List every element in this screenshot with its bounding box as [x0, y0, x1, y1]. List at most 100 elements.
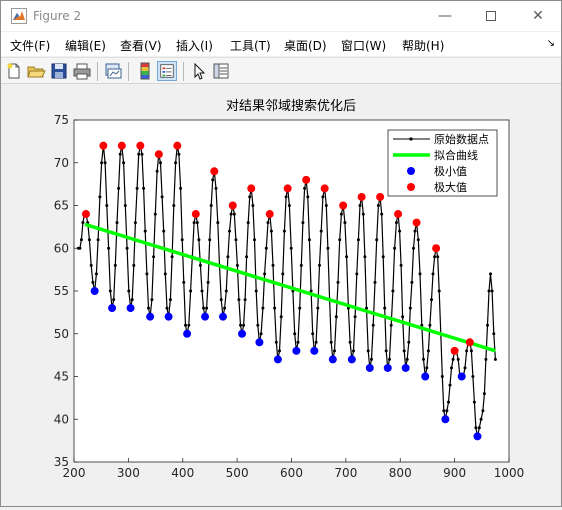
- print-icon[interactable]: [72, 61, 92, 81]
- raw-data-point: [316, 306, 320, 310]
- raw-data-point: [200, 289, 204, 293]
- menu-edit[interactable]: 编辑(E): [65, 39, 106, 53]
- menu-help[interactable]: 帮助(H): [402, 39, 445, 53]
- raw-data-point: [487, 289, 491, 293]
- raw-data-point: [179, 186, 183, 190]
- raw-data-point: [311, 332, 315, 336]
- menu-insert[interactable]: 插入(I): [176, 39, 213, 53]
- menu-expand-icon[interactable]: ↘: [546, 38, 555, 49]
- raw-data-point: [472, 400, 476, 404]
- maximum-marker: [265, 210, 274, 219]
- raw-data-point: [380, 212, 384, 216]
- raw-data-point: [256, 323, 260, 327]
- raw-data-point: [180, 238, 184, 242]
- raw-data-point: [79, 238, 83, 242]
- raw-data-point: [474, 426, 478, 430]
- legend-raw-marker: [409, 137, 413, 141]
- x-tick-label: 1000: [494, 466, 525, 480]
- menu-tools[interactable]: 工具(T): [230, 39, 271, 53]
- raw-data-point: [89, 263, 93, 267]
- raw-data-point: [253, 238, 256, 242]
- raw-data-point: [266, 221, 270, 225]
- raw-data-point: [123, 204, 127, 207]
- legend-fit-label: 拟合曲线: [434, 148, 478, 162]
- raw-data-point: [289, 246, 293, 250]
- y-tick-label: 60: [54, 241, 69, 255]
- toolbar: [1, 57, 561, 84]
- menu-desktop[interactable]: 桌面(D): [284, 39, 327, 53]
- raw-data-point: [326, 246, 330, 250]
- raw-data-point: [202, 306, 205, 310]
- colorbar-icon[interactable]: [135, 61, 155, 81]
- close-button[interactable]: ✕: [515, 1, 561, 31]
- pointer-icon[interactable]: [189, 61, 209, 81]
- raw-data-point: [440, 375, 444, 378]
- maximize-button[interactable]: [468, 1, 514, 31]
- legend-max-marker: [407, 183, 415, 191]
- x-tick-label: 800: [389, 466, 412, 480]
- maximum-marker: [465, 338, 474, 347]
- raw-data-point: [479, 417, 483, 421]
- open-file-icon[interactable]: [26, 61, 46, 81]
- raw-data-point: [282, 229, 286, 233]
- raw-data-point: [192, 221, 196, 225]
- menu-bar: 文件(F) 编辑(E) 查看(V) 插入(I) 工具(T) 桌面(D) 窗口(W…: [1, 32, 561, 56]
- raw-data-point: [413, 229, 417, 233]
- raw-data-point: [246, 221, 250, 225]
- raw-data-point: [376, 204, 380, 207]
- raw-data-point: [254, 289, 258, 293]
- legend-min-label: 极小值: [434, 164, 467, 178]
- maximum-marker: [432, 244, 441, 253]
- raw-data-point: [224, 289, 228, 293]
- raw-data-point: [407, 340, 411, 344]
- menu-window[interactable]: 窗口(W): [341, 39, 387, 53]
- raw-data-point: [492, 332, 496, 336]
- raw-data-point: [319, 229, 323, 233]
- raw-data-point: [391, 289, 395, 293]
- raw-data-point: [426, 349, 430, 353]
- raw-data-point: [135, 186, 139, 190]
- raw-data-point: [416, 238, 420, 242]
- minimum-marker: [383, 363, 392, 372]
- raw-data-point: [418, 272, 422, 276]
- legend-icon[interactable]: [157, 61, 177, 81]
- raw-data-point: [298, 306, 302, 310]
- raw-data-point: [94, 272, 98, 276]
- minimum-marker: [473, 432, 482, 441]
- raw-data-point: [410, 280, 414, 284]
- raw-data-point: [477, 426, 481, 430]
- maximum-marker: [320, 184, 329, 193]
- raw-data-point: [107, 246, 111, 250]
- raw-data-point: [273, 306, 277, 310]
- raw-data-point: [389, 323, 393, 327]
- raw-data-point: [127, 289, 131, 293]
- property-inspector-icon[interactable]: [211, 61, 231, 81]
- raw-data-point: [211, 178, 215, 182]
- raw-data-point: [133, 221, 137, 225]
- raw-data-point: [456, 357, 460, 361]
- new-figure-icon[interactable]: [4, 61, 24, 81]
- raw-data-point: [307, 238, 311, 242]
- raw-data-point: [165, 306, 169, 310]
- menu-view[interactable]: 查看(V): [120, 39, 162, 53]
- minimize-button[interactable]: —: [422, 1, 468, 31]
- raw-data-point: [296, 340, 300, 344]
- maximum-marker: [394, 210, 403, 219]
- raw-data-point: [91, 280, 95, 284]
- menu-file[interactable]: 文件(F): [10, 39, 51, 53]
- legend[interactable]: 原始数据点 拟合曲线 极小值 极大值: [387, 129, 498, 197]
- raw-data-point: [228, 229, 231, 233]
- raw-data-point: [198, 263, 202, 267]
- raw-data-point: [463, 366, 467, 370]
- raw-data-point: [465, 349, 469, 353]
- maximum-marker: [154, 150, 163, 159]
- link-plot-icon[interactable]: [103, 61, 123, 81]
- y-tick-label: 40: [54, 412, 69, 426]
- raw-data-point: [140, 152, 144, 156]
- minimum-marker: [146, 312, 155, 321]
- legend-min-marker: [407, 167, 415, 175]
- raw-data-point: [261, 306, 265, 310]
- raw-data-point: [299, 263, 303, 267]
- save-icon[interactable]: [49, 61, 69, 81]
- raw-data-point: [108, 289, 112, 293]
